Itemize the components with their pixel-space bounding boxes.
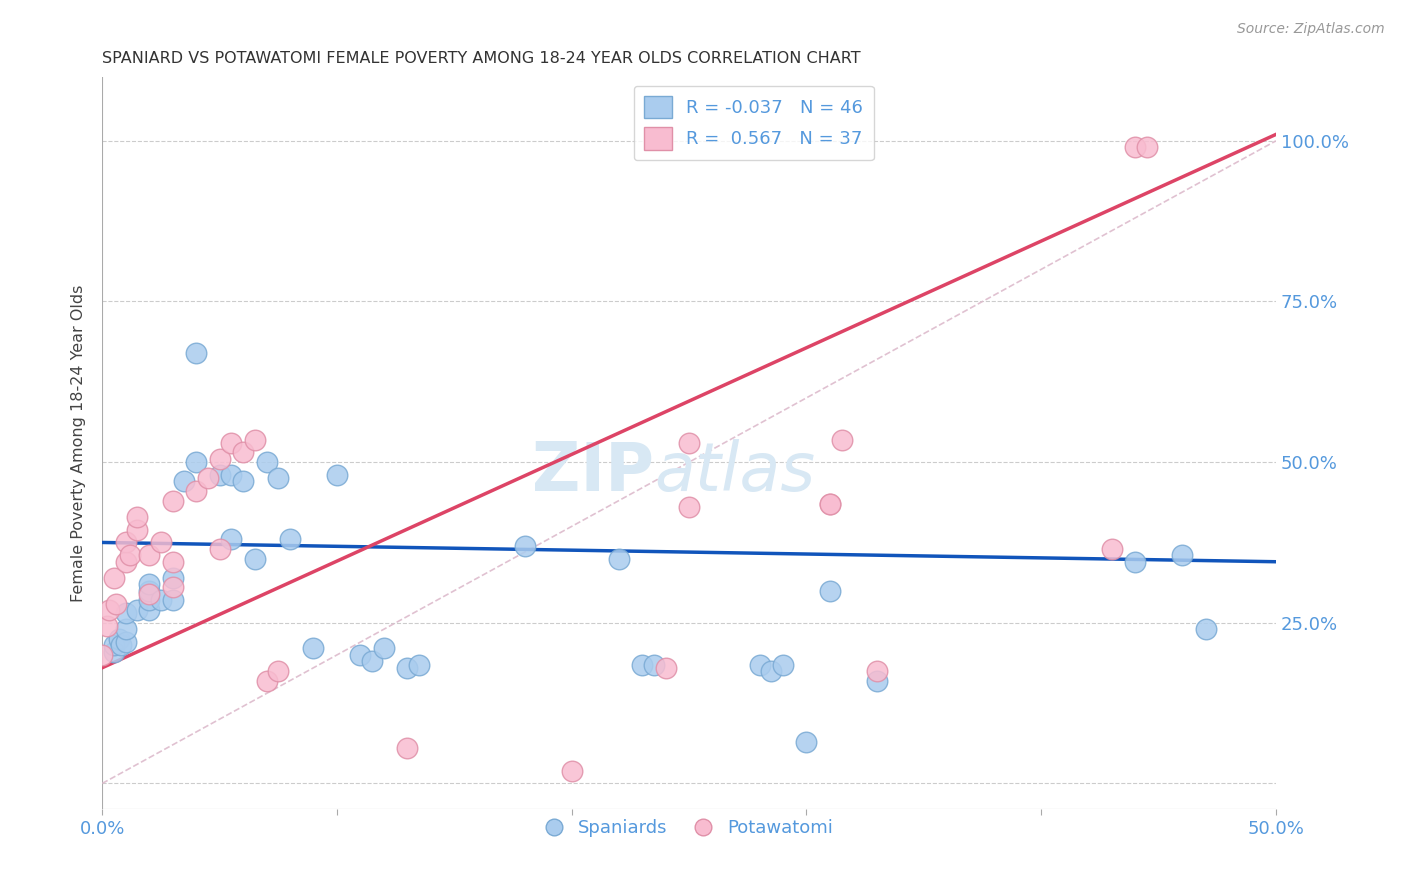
Point [796,734,818,748]
Point [761,664,783,678]
Point [772,657,794,672]
Point [114,635,136,649]
Point [149,593,172,607]
Point [114,622,136,636]
Point [138,593,160,607]
Point [1136,140,1159,154]
Point [162,581,184,595]
Point [173,475,195,489]
Point [373,641,395,656]
Point [138,587,160,601]
Point [1123,140,1146,154]
Point [98,603,121,617]
Point [561,764,583,778]
Point [607,551,630,566]
Point [256,673,278,688]
Point [302,641,325,656]
Point [243,551,266,566]
Point [1123,555,1146,569]
Point [818,497,841,511]
Point [138,603,160,617]
Point [103,638,125,652]
Point [103,571,125,585]
Point [91,648,114,662]
Point [866,673,889,688]
Point [818,583,841,598]
Point [208,451,231,466]
Point [138,583,160,598]
Point [120,549,142,563]
Point [396,661,419,675]
Point [208,467,231,482]
Point [278,533,301,547]
Text: ZIP: ZIP [531,439,654,505]
Point [678,435,700,450]
Point [162,555,184,569]
Point [831,433,853,447]
Point [114,535,136,549]
Legend: Spaniards, Potawatomi: Spaniards, Potawatomi [538,812,839,844]
Point [105,597,128,611]
Point [866,664,889,678]
Text: atlas: atlas [654,439,815,505]
Point [1194,622,1216,636]
Point [110,638,132,652]
Point [184,484,207,499]
Point [221,435,243,450]
Point [162,593,184,607]
Point [208,541,231,556]
Point [513,539,536,553]
Point [818,497,841,511]
Point [221,467,243,482]
Point [184,455,207,469]
Point [396,741,419,756]
Point [107,632,129,646]
Point [138,577,160,591]
Point [127,603,149,617]
Point [678,500,700,515]
Point [326,467,349,482]
Point [184,346,207,360]
Point [232,445,254,459]
Point [256,455,278,469]
Point [103,645,125,659]
Point [361,654,384,668]
Point [114,555,136,569]
Point [197,471,219,485]
Point [267,664,290,678]
Point [162,571,184,585]
Point [138,549,160,563]
Point [349,648,371,662]
Point [631,657,654,672]
Text: SPANIARD VS POTAWATOMI FEMALE POVERTY AMONG 18-24 YEAR OLDS CORRELATION CHART: SPANIARD VS POTAWATOMI FEMALE POVERTY AM… [103,51,860,66]
Point [267,471,290,485]
Point [221,533,243,547]
Point [149,535,172,549]
Point [243,433,266,447]
Y-axis label: Female Poverty Among 18-24 Year Olds: Female Poverty Among 18-24 Year Olds [72,285,86,601]
Point [654,661,676,675]
Point [96,619,118,633]
Point [127,523,149,537]
Point [748,657,770,672]
Point [643,657,665,672]
Point [127,509,149,524]
Point [1101,541,1123,556]
Text: Source: ZipAtlas.com: Source: ZipAtlas.com [1237,22,1385,37]
Point [162,493,184,508]
Point [232,475,254,489]
Point [1171,549,1194,563]
Point [408,657,430,672]
Point [114,606,136,620]
